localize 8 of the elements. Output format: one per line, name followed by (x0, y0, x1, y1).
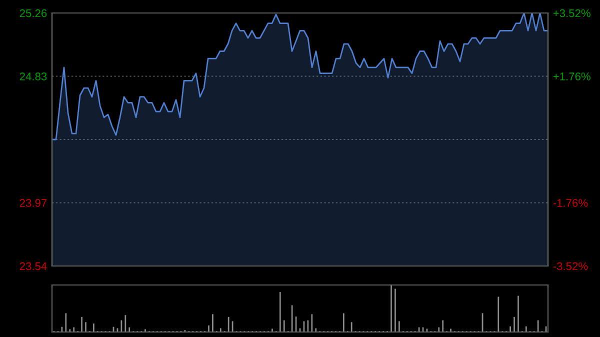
y2-tick-label: -1.76% (553, 199, 588, 207)
y-tick-label: 25.26 (20, 9, 47, 18)
y-tick-label: 24.83 (20, 72, 47, 80)
y2-tick-label: +1.76% (553, 72, 590, 80)
y2-tick-label: -3.52% (553, 262, 588, 270)
y2-tick-label: +3.52% (553, 9, 590, 18)
y-tick-label: 23.97 (20, 199, 47, 207)
y-tick-label: 23.54 (20, 262, 47, 270)
